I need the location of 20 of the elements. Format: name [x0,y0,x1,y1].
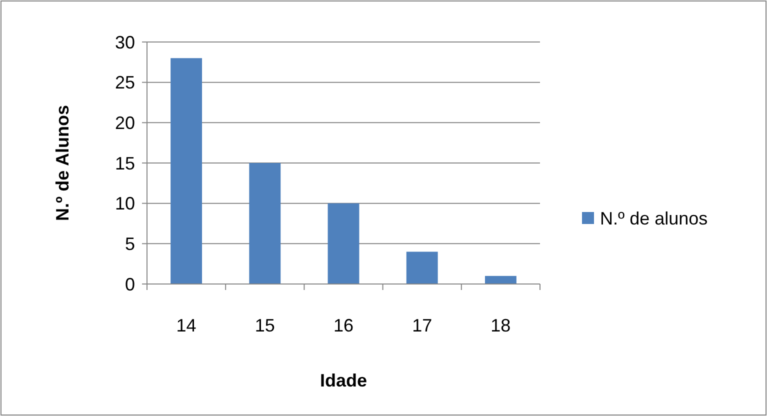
y-tick-label: 25 [114,72,135,93]
x-axis-title: Idade [320,370,368,390]
y-tick-label: 5 [124,234,135,254]
x-tick-label: 14 [176,315,196,336]
y-tick-label: 0 [124,274,135,294]
y-tick-label: 10 [114,194,135,214]
x-tick-label: 16 [333,315,354,336]
x-tick-label: 15 [254,315,275,336]
bar [170,58,202,284]
y-tick-label: 30 [114,32,135,52]
bar [328,203,360,284]
x-tick-label: 18 [490,315,511,336]
y-tick-label: 15 [114,153,135,174]
bar [406,252,438,284]
y-tick-label: 20 [114,112,135,133]
y-axis-title: N.º de Alunos [52,105,72,221]
bar [249,163,281,284]
bar [484,276,516,284]
x-tick-label: 17 [412,315,432,336]
legend-label: N.º de alunos [600,208,708,228]
